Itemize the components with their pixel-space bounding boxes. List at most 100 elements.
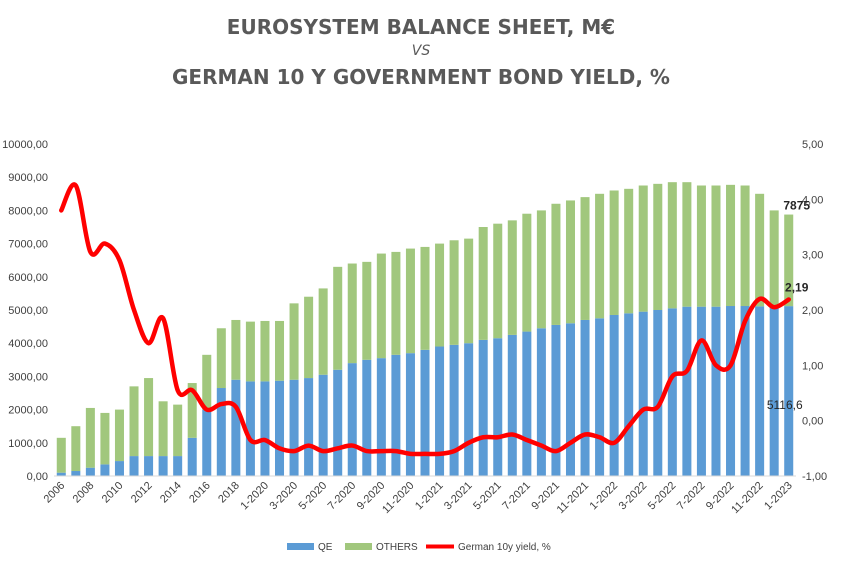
yield-line xyxy=(59,182,791,457)
bar-others xyxy=(551,203,561,325)
y-right-tick-label: 4,00 xyxy=(802,194,823,206)
bar-others xyxy=(638,185,648,312)
bar-qe xyxy=(202,409,212,476)
bar-qe xyxy=(653,310,663,476)
y-left-tick-label: 5000,00 xyxy=(8,305,48,317)
x-tick-label: 2010 xyxy=(100,480,126,506)
bar-others xyxy=(595,193,605,319)
x-tick-label: 1-2022 xyxy=(588,480,621,513)
bar-qe xyxy=(682,306,692,476)
bar-others xyxy=(173,404,183,457)
bar-others xyxy=(391,251,401,355)
bar-others xyxy=(362,261,372,360)
bar-qe xyxy=(507,334,517,476)
bar-qe xyxy=(333,369,343,476)
bar-others xyxy=(420,246,430,350)
bar-qe xyxy=(289,379,299,476)
bar-qe xyxy=(464,343,474,476)
x-tick-label: 1-2023 xyxy=(762,480,795,513)
x-tick-label: 1-2020 xyxy=(238,480,271,513)
bar-qe xyxy=(274,380,285,476)
bar-others xyxy=(435,243,445,347)
chart-title-secondary: GERMAN 10 Y GOVERNMENT BOND YIELD, % xyxy=(172,65,670,89)
bar-others xyxy=(580,197,590,320)
bar-qe xyxy=(216,388,226,476)
x-tick-label: 2016 xyxy=(187,480,213,506)
bar-qe xyxy=(231,379,241,476)
bar-others xyxy=(478,227,488,340)
bar-others xyxy=(405,248,415,354)
bar-others xyxy=(464,238,474,344)
legend-label-qe: QE xyxy=(318,542,333,553)
legend-label-others: OTHERS xyxy=(376,542,418,553)
bar-qe xyxy=(784,306,794,476)
bar-qe xyxy=(56,472,66,476)
bar-qe xyxy=(595,318,605,476)
bar-qe xyxy=(493,338,503,476)
x-tick-label: 3-2020 xyxy=(267,480,300,513)
chart-title: EUROSYSTEM BALANCE SHEET, M€ xyxy=(227,15,615,39)
line-layer xyxy=(59,182,791,457)
bar-others xyxy=(158,401,168,457)
x-tick-label: 7-2020 xyxy=(326,480,359,513)
bar-others xyxy=(376,253,386,359)
bar-qe xyxy=(420,349,430,476)
bar-qe xyxy=(405,353,415,476)
bar-qe xyxy=(71,471,81,476)
x-tick-label: 3-2021 xyxy=(442,480,475,513)
bar-qe xyxy=(114,461,124,476)
bar-qe xyxy=(362,359,372,476)
bar-others xyxy=(318,288,328,375)
bar-others xyxy=(784,214,794,307)
bar-others xyxy=(304,296,314,379)
bar-qe xyxy=(726,306,736,476)
bar-others xyxy=(216,328,226,389)
bar-qe xyxy=(711,306,721,476)
bar-qe xyxy=(144,456,154,476)
bar-qe xyxy=(449,344,459,476)
bar-others xyxy=(682,182,692,307)
bar-qe xyxy=(347,363,357,476)
bar-qe xyxy=(173,456,183,476)
y-left-tick-label: 1000,00 xyxy=(8,438,48,450)
bar-others xyxy=(187,383,197,438)
bar-others xyxy=(565,200,576,324)
bar-others xyxy=(260,320,270,382)
bar-others xyxy=(624,188,634,314)
bar-others xyxy=(726,184,736,307)
bar-qe xyxy=(565,323,576,476)
bar-others xyxy=(333,266,343,370)
bar-others xyxy=(56,437,66,473)
bar-others xyxy=(667,182,677,309)
y-left-tick-label: 7000,00 xyxy=(8,239,48,251)
y-right-tick-label: 2,00 xyxy=(802,305,823,317)
bar-qe xyxy=(696,306,706,476)
bar-others xyxy=(507,220,517,335)
bar-others xyxy=(347,263,357,364)
bar-qe xyxy=(129,456,139,476)
bar-qe xyxy=(478,339,488,476)
bar-qe xyxy=(376,358,386,476)
bar-others xyxy=(609,190,619,315)
bar-others xyxy=(274,320,285,381)
annotation-qe-label: 5116,6 xyxy=(767,398,803,412)
bar-qe xyxy=(740,306,750,476)
bar-qe xyxy=(638,311,648,476)
x-tick-label: 1-2021 xyxy=(413,480,446,513)
bar-qe xyxy=(391,354,401,476)
legend-label-yield: German 10y yield, % xyxy=(458,542,551,553)
bar-qe xyxy=(318,374,328,476)
x-tick-label: 3-2022 xyxy=(617,480,650,513)
bar-others xyxy=(449,240,459,345)
bar-qe xyxy=(624,313,634,476)
bar-qe xyxy=(609,314,619,476)
x-tick-label: 11-2020 xyxy=(380,480,416,516)
bar-qe xyxy=(100,464,110,476)
x-tick-label: 2006 xyxy=(42,480,68,506)
bar-others xyxy=(653,183,663,310)
annotation-total-label: 7875 xyxy=(783,199,810,213)
annotations-layer: 7875 2,19 5116,6 xyxy=(767,199,811,413)
bar-others xyxy=(245,321,255,382)
y-right-tick-label: 5,00 xyxy=(802,139,823,151)
